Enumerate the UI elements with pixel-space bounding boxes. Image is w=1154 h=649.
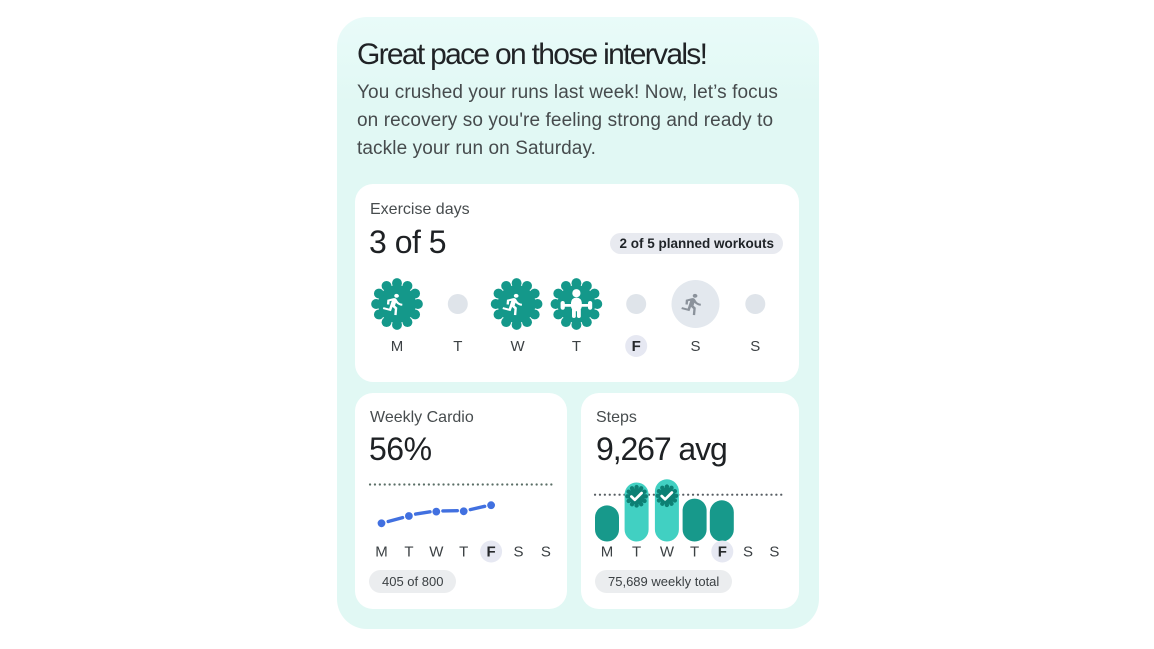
svg-text:S: S xyxy=(743,544,753,561)
svg-text:F: F xyxy=(632,338,641,355)
svg-text:M: M xyxy=(391,338,404,355)
svg-text:T: T xyxy=(690,544,699,561)
svg-text:M: M xyxy=(601,544,614,561)
svg-text:T: T xyxy=(404,544,413,561)
svg-text:T: T xyxy=(572,338,581,355)
svg-text:S: S xyxy=(690,338,700,355)
svg-text:T: T xyxy=(453,338,462,355)
svg-text:S: S xyxy=(750,338,760,355)
svg-text:S: S xyxy=(541,544,551,561)
svg-text:S: S xyxy=(513,544,523,561)
svg-text:F: F xyxy=(487,544,496,561)
svg-text:T: T xyxy=(632,544,641,561)
svg-text:W: W xyxy=(511,338,526,355)
svg-text:W: W xyxy=(660,544,675,561)
svg-text:W: W xyxy=(429,544,444,561)
svg-text:F: F xyxy=(718,544,727,561)
svg-text:T: T xyxy=(459,544,468,561)
svg-text:S: S xyxy=(769,544,779,561)
svg-text:M: M xyxy=(375,544,388,561)
